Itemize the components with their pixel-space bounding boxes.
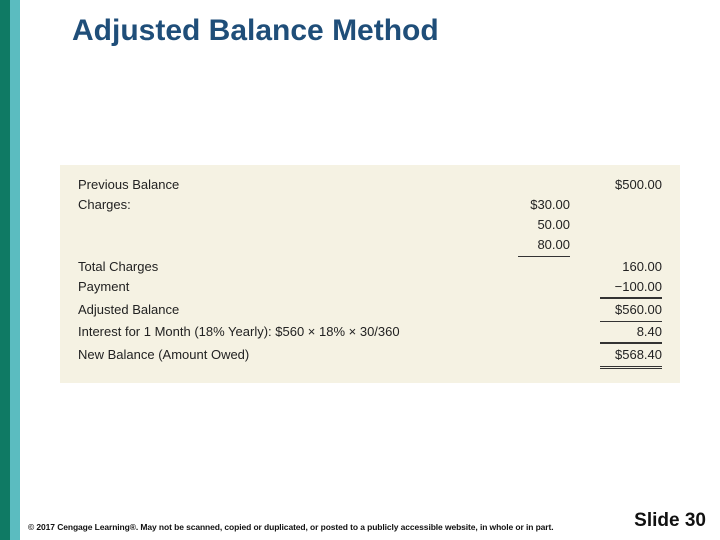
row-right-value: $560.00 [572, 298, 662, 322]
footer: © 2017 Cengage Learning®. May not be sca… [28, 510, 706, 532]
slide-number: Slide 30 [634, 510, 706, 532]
table-row: New Balance (Amount Owed) $568.40 [78, 343, 662, 369]
table-row: Charges:$30.00 [78, 195, 662, 215]
row-right-value: −100.00 [572, 277, 662, 298]
table-row: 80.00 [78, 235, 662, 256]
copyright-text: © 2017 Cengage Learning®. May not be sca… [28, 522, 554, 532]
row-label: New Balance (Amount Owed) [78, 345, 482, 365]
row-right-value: 8.40 [572, 322, 662, 343]
table-row: Interest for 1 Month (18% Yearly): $560 … [78, 322, 662, 343]
balance-table: Previous Balance$500.00Charges:$30.0050.… [60, 165, 680, 383]
row-label: Adjusted Balance [78, 300, 482, 320]
row-mid-value: 50.00 [482, 215, 572, 235]
table-row: Adjusted Balance $560.00 [78, 298, 662, 322]
slide-title: Adjusted Balance Method [72, 14, 439, 48]
accent-stripe-b [10, 0, 20, 540]
row-right-value: $568.40 [572, 343, 662, 369]
table-row: Payment −100.00 [78, 277, 662, 298]
row-label: Payment [78, 277, 482, 297]
row-label: Previous Balance [78, 175, 482, 195]
left-accent-bar [0, 0, 20, 540]
table-row: 50.00 [78, 215, 662, 235]
row-right-value: $500.00 [572, 175, 662, 195]
row-label: Charges: [78, 195, 482, 215]
table-row: Previous Balance $500.00 [78, 175, 662, 195]
row-mid-value: 80.00 [482, 235, 572, 256]
table-row: Total Charges 160.00 [78, 257, 662, 277]
row-right-value: 160.00 [572, 257, 662, 277]
accent-stripe-a [0, 0, 10, 540]
row-label: Total Charges [78, 257, 482, 277]
row-label: Interest for 1 Month (18% Yearly): $560 … [78, 322, 482, 342]
row-mid-value: $30.00 [482, 195, 572, 215]
